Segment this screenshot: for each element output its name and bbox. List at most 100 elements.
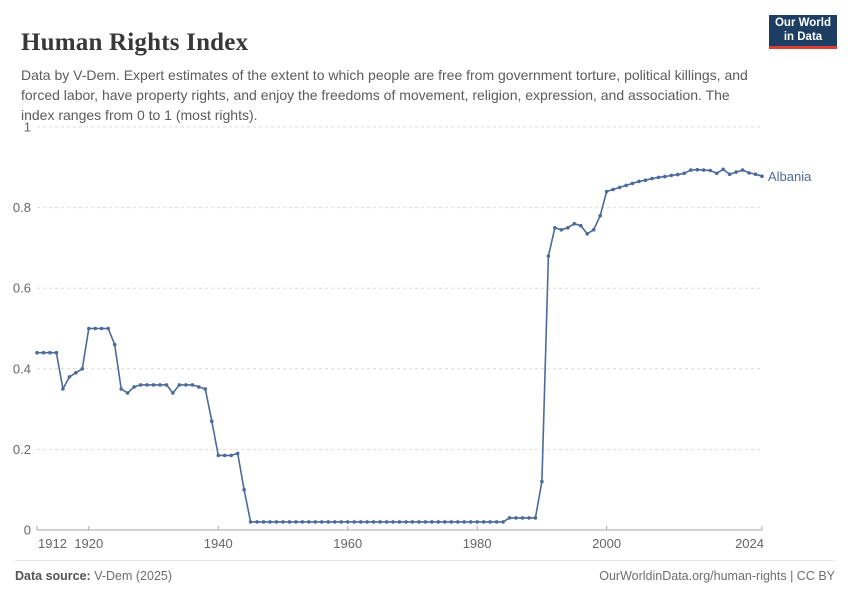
- y-tick-label: 0.4: [13, 361, 31, 376]
- data-point-marker: [281, 520, 285, 524]
- data-point-marker: [125, 391, 130, 395]
- data-point-marker: [371, 520, 376, 524]
- data-point-marker: [566, 226, 570, 230]
- data-point-marker: [624, 183, 628, 188]
- data-point-marker: [501, 520, 505, 524]
- data-point-marker: [669, 173, 674, 178]
- data-point-marker: [145, 383, 149, 387]
- data-point-marker: [585, 232, 589, 236]
- data-point-marker: [721, 167, 725, 172]
- data-point-marker: [313, 520, 318, 524]
- data-point-marker: [210, 419, 214, 424]
- data-source-label: Data source:: [15, 569, 91, 583]
- data-point-marker: [630, 181, 635, 186]
- data-point-marker: [177, 383, 182, 387]
- data-point-marker: [436, 520, 441, 524]
- data-point-marker: [41, 350, 46, 355]
- data-point-marker: [514, 516, 518, 520]
- x-tick-label: 2024: [735, 536, 764, 551]
- data-point-marker: [714, 171, 719, 176]
- data-point-marker: [229, 453, 233, 458]
- data-point-marker: [676, 172, 680, 177]
- data-point-marker: [559, 228, 564, 232]
- data-point-marker: [753, 172, 758, 176]
- y-tick-label: 1: [24, 120, 31, 135]
- data-point-marker: [197, 385, 201, 389]
- data-point-marker: [242, 487, 246, 492]
- data-point-marker: [572, 221, 577, 226]
- data-point-marker: [410, 520, 415, 524]
- data-point-marker: [54, 350, 59, 355]
- data-point-marker: [391, 520, 395, 524]
- data-point-marker: [48, 350, 52, 355]
- data-point-marker: [468, 520, 473, 524]
- data-point-marker: [527, 516, 531, 520]
- data-point-marker: [397, 520, 402, 524]
- data-point-marker: [533, 516, 538, 520]
- data-point-marker: [112, 342, 117, 347]
- data-point-marker: [87, 326, 91, 331]
- data-point-marker: [481, 520, 486, 524]
- data-point-marker: [378, 520, 382, 524]
- data-point-marker: [617, 185, 622, 190]
- owid-url-link[interactable]: OurWorldinData.org/human-rights | CC BY: [599, 569, 835, 583]
- data-point-marker: [261, 520, 266, 524]
- data-point-marker: [158, 383, 162, 387]
- data-point-marker: [740, 168, 745, 172]
- data-point-marker: [203, 387, 208, 391]
- data-point-marker: [727, 172, 732, 176]
- chart-subtitle: Data by V-Dem. Expert estimates of the e…: [21, 67, 748, 123]
- data-point-marker: [598, 213, 602, 218]
- data-point-marker: [650, 176, 654, 181]
- data-point-marker: [35, 350, 39, 355]
- chart-footer: Data source: V-Dem (2025) OurWorldinData…: [15, 560, 835, 583]
- data-point-marker: [216, 453, 221, 458]
- x-tick-label: 1912: [38, 536, 67, 551]
- data-point-marker: [345, 520, 350, 524]
- owid-logo-line2: in Data: [783, 30, 823, 43]
- data-point-marker: [164, 383, 169, 387]
- data-point-marker: [611, 187, 615, 192]
- data-point-marker: [171, 391, 175, 395]
- x-tick-label: 1960: [333, 536, 362, 551]
- data-point-marker: [61, 387, 65, 391]
- data-point-marker: [404, 520, 408, 524]
- data-point-marker: [352, 520, 357, 524]
- data-point-marker: [287, 520, 292, 524]
- data-point-marker: [689, 168, 693, 172]
- data-point-marker: [67, 375, 72, 379]
- x-tick-label: 1980: [463, 536, 492, 551]
- data-point-marker: [462, 520, 467, 524]
- data-point-marker: [507, 516, 512, 520]
- data-point-marker: [274, 520, 279, 524]
- data-point-marker: [248, 520, 253, 524]
- data-point-marker: [358, 520, 363, 524]
- data-point-marker: [80, 367, 85, 371]
- data-point-marker: [430, 520, 434, 524]
- data-point-marker: [760, 174, 764, 178]
- data-point-marker: [643, 178, 648, 182]
- data-point-marker: [74, 371, 78, 375]
- data-point-marker: [184, 383, 188, 387]
- data-point-marker: [604, 189, 609, 194]
- data-point-marker: [423, 520, 428, 524]
- data-point-marker: [138, 383, 143, 387]
- y-tick-label: 0.2: [13, 442, 31, 457]
- data-point-marker: [294, 520, 298, 524]
- data-point-marker: [682, 171, 687, 176]
- data-point-marker: [268, 520, 272, 524]
- data-point-marker: [417, 520, 421, 524]
- data-point-marker: [747, 171, 751, 175]
- data-point-marker: [222, 453, 227, 458]
- data-point-marker: [326, 520, 331, 524]
- data-point-marker: [119, 387, 123, 391]
- data-point-marker: [475, 520, 480, 524]
- owid-logo-line1: Our World: [774, 17, 831, 29]
- data-point-marker: [255, 520, 259, 524]
- data-line: [36, 168, 763, 523]
- data-point-marker: [488, 520, 492, 524]
- page-title: Human Rights Index: [21, 28, 249, 56]
- data-point-marker: [734, 170, 738, 174]
- data-point-marker: [151, 383, 156, 387]
- data-point-marker: [190, 383, 195, 387]
